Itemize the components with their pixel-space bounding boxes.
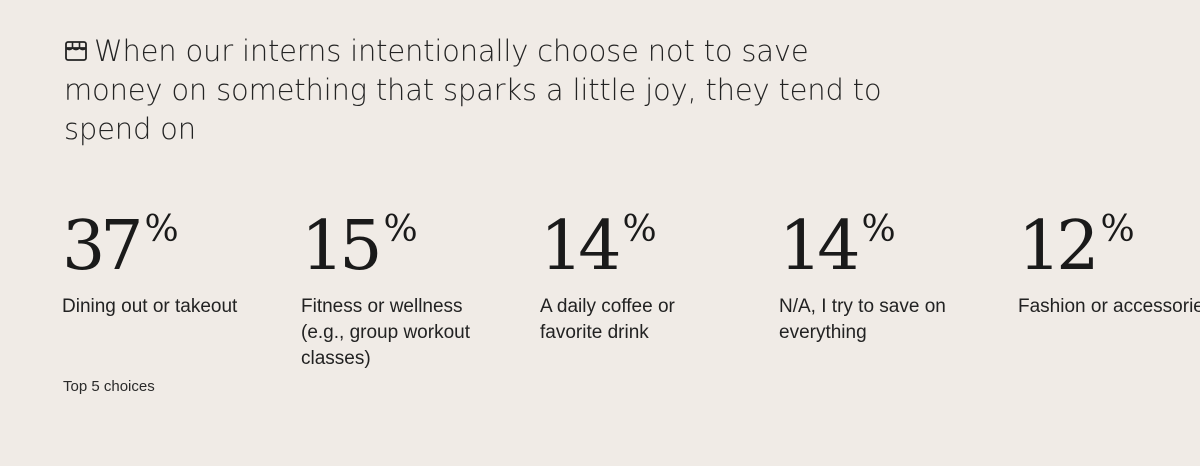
title-text: When our interns intentionally choose no… <box>64 34 882 146</box>
stat-unit: % <box>861 209 896 250</box>
stat-item: 15% Fitness or wellness (e.g., group wor… <box>301 190 501 372</box>
stat-number: 15 <box>301 207 383 286</box>
stat-label: Fitness or wellness (e.g., group workout… <box>301 296 470 369</box>
stat-value: 14% <box>540 190 740 287</box>
stat-unit: % <box>383 209 418 250</box>
stat-item: 14% A daily coffee or favorite drink <box>540 190 740 346</box>
stat-unit: % <box>1100 209 1135 250</box>
stat-unit: % <box>144 209 179 250</box>
chart-title: When our interns intentionally choose no… <box>64 32 884 149</box>
stat-item: 12% Fashion or accessories <box>1018 190 1200 320</box>
stat-item: 14% N/A, I try to save on everything <box>779 190 979 346</box>
stat-label: Fashion or accessories <box>1018 296 1200 317</box>
stat-value: 14% <box>779 190 979 287</box>
stat-row: 37% Dining out or takeout 15% Fitness or… <box>62 190 1200 372</box>
stat-label: Dining out or takeout <box>62 296 238 317</box>
stat-value: 12% <box>1018 190 1200 287</box>
stat-label: A daily coffee or favorite drink <box>540 296 675 343</box>
stat-number: 37 <box>62 207 144 286</box>
stat-unit: % <box>622 209 657 250</box>
footnote: Top 5 choices <box>63 378 155 395</box>
stat-value: 15% <box>301 190 501 287</box>
storefront-icon <box>65 41 87 61</box>
stat-number: 14 <box>540 207 622 286</box>
stat-value: 37% <box>62 190 262 287</box>
stat-item: 37% Dining out or takeout <box>62 190 262 320</box>
stat-number: 14 <box>779 207 861 286</box>
stat-label: N/A, I try to save on everything <box>779 296 946 343</box>
stat-number: 12 <box>1018 207 1100 286</box>
